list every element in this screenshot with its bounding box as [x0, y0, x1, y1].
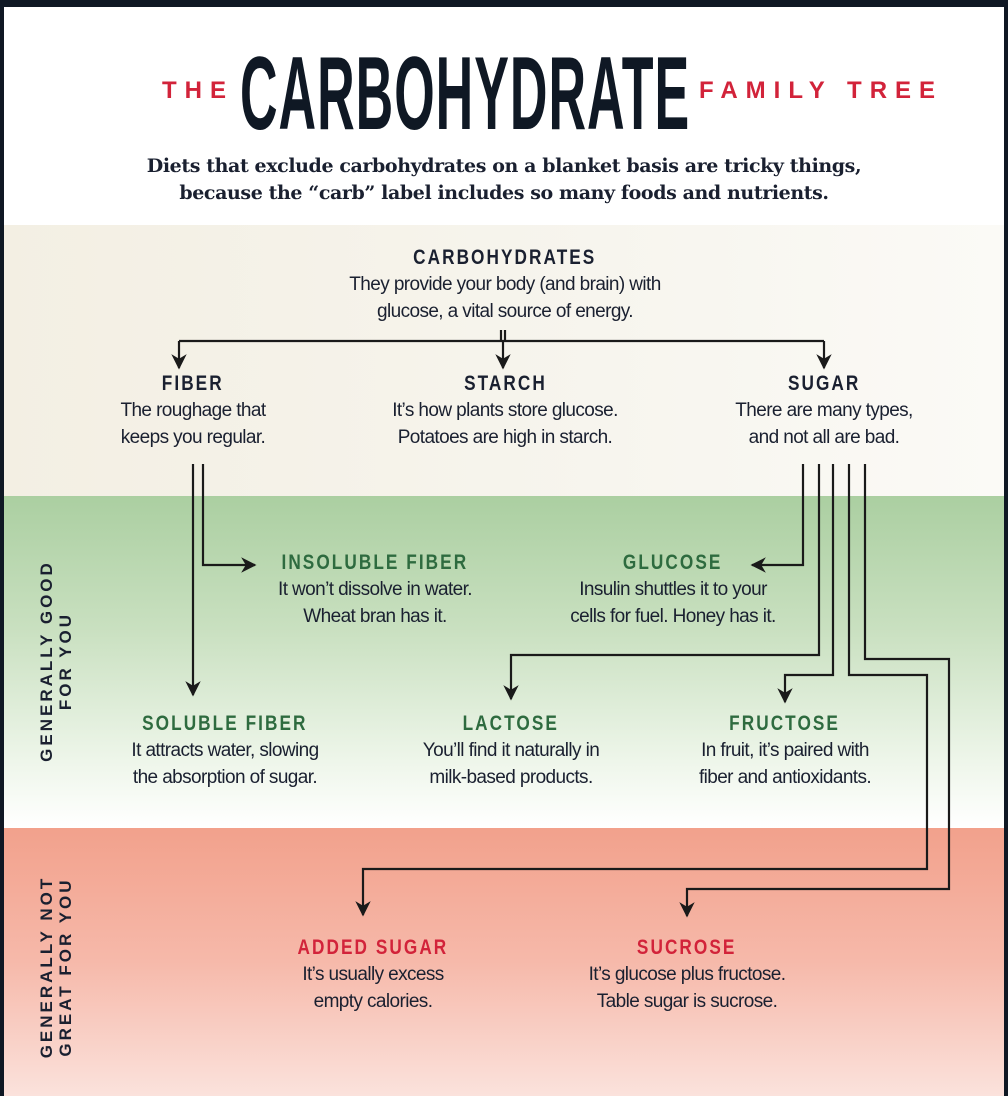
- node-desc: It’s glucose plus fructose.: [588, 964, 786, 985]
- node-desc: It won’t dissolve in water.: [278, 579, 473, 600]
- node-desc: keeps you regular.: [120, 427, 266, 448]
- good-for-you-band: [4, 496, 1004, 828]
- node-desc: Wheat bran has it.: [303, 606, 447, 627]
- node-desc: It’s usually excess: [302, 964, 444, 985]
- node-soluble-fiber: SOLUBLE FIBER It attracts water, slowing…: [45, 711, 405, 791]
- node-heading: SUCROSE: [637, 936, 737, 959]
- node-desc: cells for fuel. Honey has it.: [570, 606, 776, 627]
- node-glucose: GLUCOSE Insulin shuttles it to your cell…: [493, 550, 853, 630]
- node-heading: SUGAR: [787, 372, 861, 395]
- connector: [679, 464, 951, 918]
- node-desc: They provide your body (and brain) with: [349, 274, 661, 295]
- node-desc: Table sugar is sucrose.: [596, 991, 778, 1012]
- node-fiber: FIBER The roughage that keeps you regula…: [13, 371, 373, 451]
- node-desc: Insulin shuttles it to your: [579, 579, 767, 600]
- node-desc: There are many types,: [735, 400, 913, 421]
- node-desc: It attracts water, slowing: [131, 740, 319, 761]
- title-post: FAMILY TREE: [699, 77, 944, 104]
- node-sugar: SUGAR There are many types, and not all …: [644, 371, 1004, 451]
- node-desc: the absorption of sugar.: [132, 767, 318, 788]
- node-desc: The roughage that: [120, 400, 266, 421]
- node-heading: INSOLUBLE FIBER: [281, 551, 469, 574]
- node-heading: LACTOSE: [462, 712, 560, 735]
- node-starch: STARCH It’s how plants store glucose. Po…: [325, 371, 685, 451]
- connector: [201, 464, 257, 573]
- node-desc: and not all are bad.: [748, 427, 900, 448]
- title-main: CARBOHYDRATE: [240, 36, 691, 152]
- node-heading: ADDED SUGAR: [297, 936, 449, 959]
- node-desc: It’s how plants store glucose.: [392, 400, 618, 421]
- title-pre: THE: [162, 77, 234, 104]
- node-desc: milk-based products.: [429, 767, 593, 788]
- node-heading: SOLUBLE FIBER: [142, 712, 308, 735]
- subtitle: Diets that exclude carbohydrates on a bl…: [4, 153, 1004, 207]
- node-fructose: FRUCTOSE In fruit, it’s paired with fibe…: [605, 711, 965, 791]
- connector: [355, 464, 929, 917]
- node-heading: STARCH: [463, 372, 547, 395]
- node-sucrose: SUCROSE It’s glucose plus fructose. Tabl…: [507, 935, 867, 1015]
- node-desc: empty calories.: [313, 991, 433, 1012]
- node-insoluble-fiber: INSOLUBLE FIBER It won’t dissolve in wat…: [195, 550, 555, 630]
- node-heading: GLUCOSE: [623, 551, 723, 574]
- connector: [750, 464, 805, 573]
- node-desc: You’ll find it naturally in: [422, 740, 600, 761]
- subtitle-line: Diets that exclude carbohydrates on a bl…: [146, 155, 862, 177]
- not-great-band: [4, 828, 1004, 1096]
- node-heading: CARBOHYDRATES: [413, 246, 597, 269]
- node-added-sugar: ADDED SUGAR It’s usually excess empty ca…: [193, 935, 553, 1015]
- node-desc: glucose, a vital source of energy.: [377, 301, 634, 322]
- connectors: [171, 330, 951, 918]
- infographic: THE CARBOHYDRATE FAMILY TREE Diets that …: [4, 7, 1004, 1096]
- subtitle-line: because the “carb” label includes so man…: [179, 182, 829, 204]
- title: THE CARBOHYDRATE FAMILY TREE: [4, 36, 1004, 152]
- node-carbohydrates: CARBOHYDRATES They provide your body (an…: [325, 245, 685, 325]
- node-desc: Potatoes are high in starch.: [397, 427, 613, 448]
- node-desc: In fruit, it’s paired with: [701, 740, 869, 761]
- node-heading: FRUCTOSE: [729, 712, 841, 735]
- node-lactose: LACTOSE You’ll find it naturally in milk…: [331, 711, 691, 791]
- connector: [777, 464, 835, 704]
- node-heading: FIBER: [162, 372, 224, 395]
- connector: [503, 464, 821, 701]
- node-desc: fiber and antioxidants.: [698, 767, 872, 788]
